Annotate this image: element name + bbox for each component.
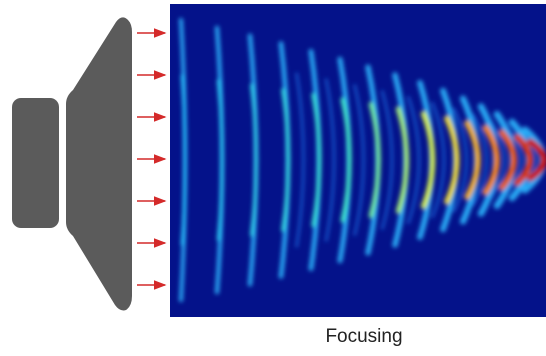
speaker-magnet bbox=[12, 98, 59, 228]
figure: Focusing bbox=[0, 0, 546, 356]
speaker bbox=[12, 17, 132, 310]
field-background bbox=[170, 4, 546, 317]
page: Focusing (() => { const data = JSON.pars… bbox=[0, 0, 546, 356]
arrows bbox=[137, 33, 165, 285]
caption: Focusing bbox=[325, 326, 402, 347]
speaker-cone bbox=[66, 17, 132, 310]
